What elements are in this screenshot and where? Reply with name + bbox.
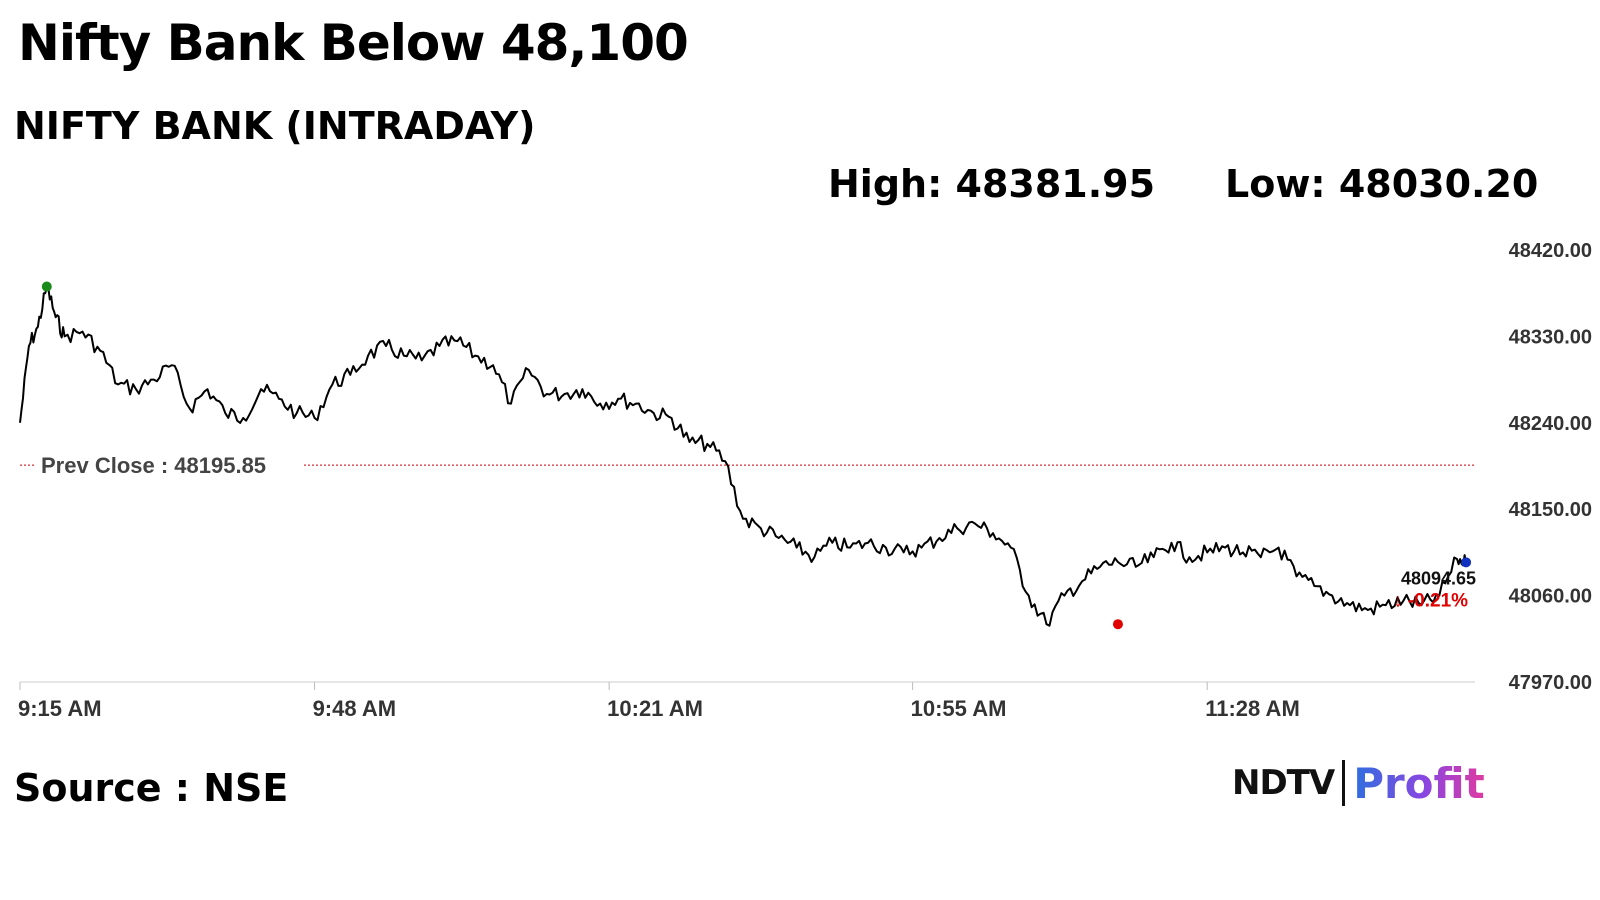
last-price-marker xyxy=(1461,557,1472,568)
x-tick-label: 11:28 AM xyxy=(1205,696,1300,721)
y-tick-label: 48420.00 xyxy=(1509,240,1592,262)
logo-ndtv-text: NDTV xyxy=(1232,763,1335,803)
x-tick-label: 10:21 AM xyxy=(607,696,703,721)
y-tick-label: 48150.00 xyxy=(1509,499,1592,521)
x-tick-label: 9:48 AM xyxy=(313,696,397,721)
y-tick-label: 48060.00 xyxy=(1509,586,1592,608)
last-price-label: 48094.65 xyxy=(1401,568,1476,588)
y-tick-label: 48330.00 xyxy=(1509,326,1592,348)
x-tick-label: 9:15 AM xyxy=(18,696,102,721)
day-high-stat: High: 48381.95 xyxy=(828,162,1156,206)
y-tick-label: 48240.00 xyxy=(1509,413,1592,435)
x-tick-label: 10:55 AM xyxy=(911,696,1007,721)
day-high-marker xyxy=(41,281,52,292)
price-series-line xyxy=(19,285,1468,627)
headline: Nifty Bank Below 48,100 xyxy=(18,14,689,72)
day-low-marker xyxy=(1112,619,1123,630)
chart-subtitle: NIFTY BANK (INTRADAY) xyxy=(14,104,536,148)
y-tick-label: 47970.00 xyxy=(1509,672,1592,694)
prev-close-label: Prev Close : 48195.85 xyxy=(41,453,266,478)
day-low-stat: Low: 48030.20 xyxy=(1225,162,1539,206)
last-change-label: ↓ -0.21% xyxy=(1393,590,1468,611)
logo-divider xyxy=(1342,760,1346,806)
ndtv-profit-logo: NDTV Profit xyxy=(1232,758,1485,808)
source-label: Source : NSE xyxy=(14,766,289,810)
logo-profit-text: Profit xyxy=(1353,758,1485,808)
